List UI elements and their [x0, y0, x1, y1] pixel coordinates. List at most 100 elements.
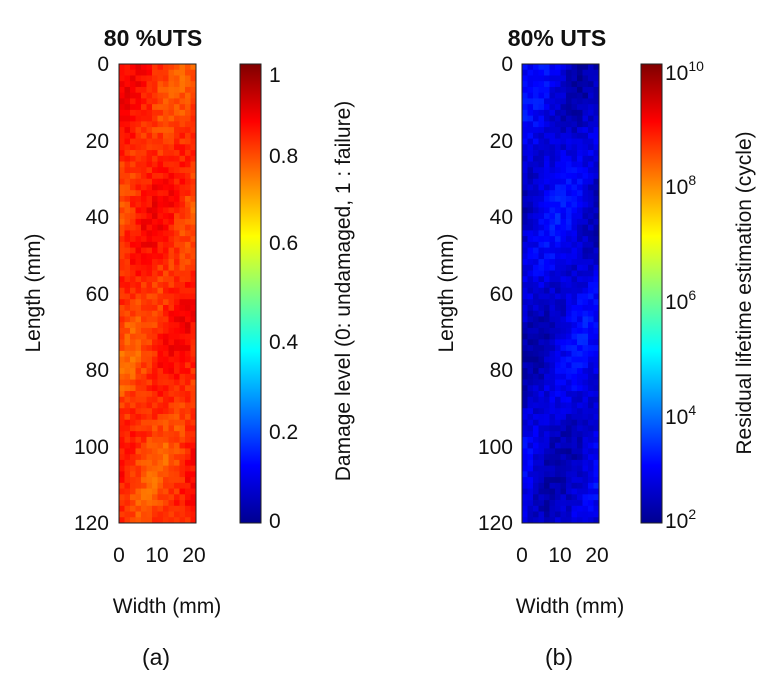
- panel-b-heat-cell: [577, 92, 583, 99]
- panel-a-heat-cell: [124, 465, 131, 472]
- panel-b-heat-cell: [566, 207, 572, 214]
- panel-a-heat-cell: [190, 224, 197, 231]
- panel-b-heat-cell: [571, 345, 578, 352]
- panel-a-heat-cell: [174, 413, 180, 421]
- panel-b-heat-cell: [538, 448, 545, 455]
- panel-a-heat-cell: [157, 477, 164, 484]
- panel-a-heat-cell: [190, 419, 197, 426]
- panel-a-heat-cell: [146, 150, 153, 157]
- panel-a-heat-cell: [185, 178, 191, 185]
- panel-b-heat-cell: [593, 207, 600, 214]
- panel-a-heat-cell: [163, 173, 169, 180]
- panel-b-heat-cell: [560, 425, 567, 432]
- panel-a-heat-cell: [135, 356, 142, 363]
- panel-b-heat-cell: [549, 104, 556, 111]
- panel-b-heat-cell: [588, 236, 594, 243]
- panel-a-heat-cell: [185, 333, 191, 340]
- panel-b-heat-cell: [593, 287, 600, 294]
- panel-b-heat-cell: [544, 304, 550, 312]
- panel-b-heat-cell: [555, 98, 561, 105]
- panel-b-heat-cell: [533, 293, 539, 300]
- panel-a-heat-cell: [124, 138, 131, 145]
- panel-b-heat-cell: [533, 161, 539, 168]
- panel-a-heat-cell: [146, 264, 153, 271]
- panel-a-heat-cell: [124, 98, 131, 105]
- panel-b-heat-cell: [577, 368, 583, 375]
- panel-a-heat-cell: [119, 64, 125, 71]
- panel-b-heat-cell: [527, 150, 534, 157]
- panel-a-heat-cell: [179, 132, 186, 139]
- panel-a-heat-cell: [141, 195, 147, 203]
- panel-b-heat-cell: [582, 150, 589, 157]
- panel-a-heat-cell: [185, 276, 191, 283]
- panel-b-heat-cell: [544, 373, 550, 380]
- panel-b-heat-cell: [549, 465, 556, 472]
- panel-a-heat-cell: [135, 104, 142, 111]
- panel-b-heat-cell: [566, 500, 572, 507]
- panel-b-heat-cell: [560, 327, 567, 335]
- panel-a-heat-cell: [146, 511, 153, 518]
- panel-b-heat-cell: [593, 293, 600, 300]
- panel-a-heat-cell: [124, 161, 131, 168]
- panel-b-heat-cell: [588, 178, 594, 185]
- panel-a-heat-cell: [135, 276, 142, 283]
- panel-b-heat-cell: [593, 333, 600, 340]
- panel-b-heat-cell: [527, 109, 534, 117]
- panel-b-heat-cell: [571, 92, 578, 99]
- panel-b-heat-cell: [560, 471, 567, 478]
- panel-a-heat-cell: [124, 178, 131, 185]
- panel-b-heat-cell: [538, 362, 545, 369]
- panel-a-heat-cell: [152, 402, 158, 409]
- panel-a-heat-cell: [141, 132, 147, 139]
- panel-a-heat-cell: [190, 511, 197, 518]
- panel-a-heat-cell: [135, 161, 142, 168]
- panel-b-heat-cell: [571, 213, 578, 220]
- panel-b-heat-cell: [577, 69, 583, 76]
- panel-b-cb-tick-3-base: 10: [665, 176, 688, 199]
- panel-b-heat-cell: [588, 64, 594, 71]
- panel-a-heat-cell: [146, 121, 153, 128]
- panel-b-heat-cell: [538, 264, 545, 271]
- panel-b-cb-tick-1-base: 10: [665, 406, 688, 429]
- panel-a-heat-cell: [179, 287, 186, 294]
- panel-a-heat-cell: [179, 500, 186, 507]
- panel-a-heat-cell: [124, 299, 131, 306]
- panel-b-heat-cell: [527, 264, 534, 271]
- panel-a-heat-cell: [124, 505, 131, 512]
- panel-b-heat-cell: [560, 64, 567, 71]
- panel-b-heat-cell: [549, 459, 556, 467]
- panel-b-heat-cell: [577, 259, 583, 266]
- panel-a-heat-cell: [152, 230, 158, 237]
- panel-a-heat-cell: [174, 396, 180, 403]
- panel-a-heat-cell: [168, 282, 175, 289]
- panel-b-heat-cell: [582, 138, 589, 145]
- panel-a-heat-cell: [130, 259, 136, 266]
- panel-b-heat-cell: [593, 459, 600, 467]
- panel-b-heat-cell: [577, 454, 583, 461]
- panel-a-heat-cell: [179, 109, 186, 117]
- panel-a-heat-cell: [141, 81, 147, 88]
- panel-b-heat-cell: [582, 161, 589, 168]
- panel-b-heat-cell: [582, 218, 589, 226]
- panel-a-heat-cell: [185, 161, 191, 168]
- panel-a-heat-cell: [152, 98, 158, 105]
- panel-a-heat-cell: [179, 224, 186, 231]
- panel-a-heat-cell: [157, 230, 164, 237]
- panel-a-heat-cell: [190, 64, 197, 71]
- panel-b-heat-cell: [533, 207, 539, 214]
- panel-b-heat-cell: [560, 333, 567, 340]
- panel-a-heat-cell: [179, 350, 186, 358]
- panel-a-heat-cell: [174, 327, 180, 335]
- panel-a-heat-cell: [141, 178, 147, 185]
- panel-a-heat-cell: [130, 459, 136, 467]
- panel-b-heat-cell: [527, 385, 534, 392]
- panel-a-heat-cell: [168, 64, 175, 71]
- panel-a-heat-cell: [130, 64, 136, 71]
- panel-b-heat-cell: [582, 276, 589, 283]
- panel-a-heat-cell: [152, 150, 158, 157]
- panel-a-heat-cell: [163, 511, 169, 518]
- panel-b-heat-cell: [538, 150, 545, 157]
- panel-b-heat-cell: [538, 442, 545, 449]
- panel-a-heat-cell: [190, 396, 197, 403]
- panel-b-heat-cell: [522, 391, 528, 398]
